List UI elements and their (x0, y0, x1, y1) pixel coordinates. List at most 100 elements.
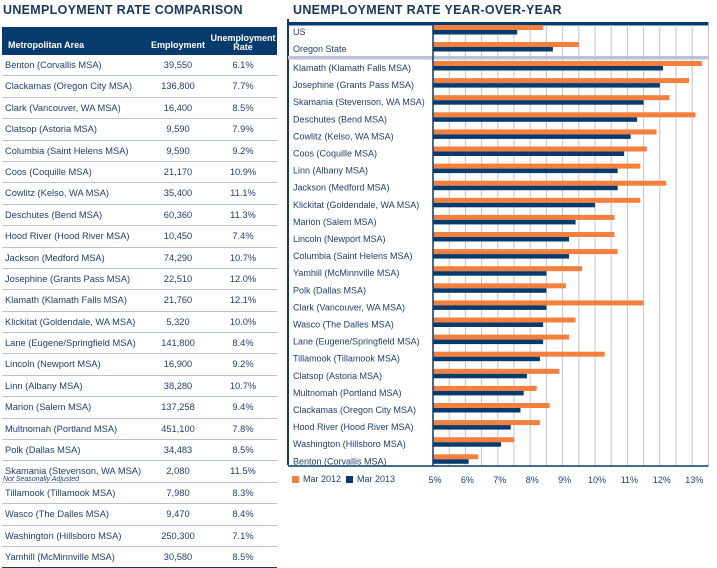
table-row: Yamhill (McMinnville MSA) 30,580 8.5% (2, 547, 277, 568)
area-cell: Lane (Eugene/Springfield MSA) (5, 338, 136, 349)
area-cell: Josephine (Grants Pass MSA) (5, 273, 131, 284)
table-row: Lincoln (Newport MSA) 16,900 9.2% (2, 354, 277, 376)
area-cell: Hood River (Hood River MSA) (5, 231, 130, 242)
header-unemployment-rate: Unemployment Rate (210, 33, 276, 52)
rate-cell: 8.4% (232, 509, 254, 520)
table-row: Polk (Dallas MSA) 34,483 8.5% (2, 440, 277, 462)
table-row: Washington (Hillsboro MSA) 250,300 7.1% (2, 526, 277, 547)
bar-mar-2012 (433, 368, 560, 374)
rate-cell: 7.4% (232, 231, 254, 242)
employment-cell: 5,320 (166, 316, 190, 327)
area-cell: Deschutes (Bend MSA) (5, 209, 103, 220)
bar-mar-2013 (433, 30, 518, 35)
table-row: Columbia (Saint Helens MSA) 9,590 9.2% (2, 141, 277, 162)
rate-cell: 9.2% (232, 359, 254, 370)
rate-cell: 10.7% (229, 252, 257, 263)
employment-cell: 39,550 (163, 60, 193, 70)
table-row: Jackson (Medford MSA) 74,290 10.7% (2, 248, 277, 269)
legend-swatch-mar-2013 (346, 475, 354, 483)
legend-label-mar-2012: Mar 2012 (303, 474, 342, 484)
bar-mar-2013 (433, 271, 547, 276)
bar-mar-2013 (433, 185, 618, 191)
employment-cell: 22,510 (163, 273, 193, 284)
employment-cell: 2,080 (166, 466, 190, 477)
category-label: Linn (Albany MSA) (293, 166, 368, 176)
year-over-year-bar-chart: US Oregon State Klamath (Klamath Falls MSA… (288, 22, 709, 485)
area-cell: Benton (Corvallis MSA) (5, 60, 102, 70)
rate-cell: 7.1% (232, 530, 254, 541)
bar-mar-2013 (433, 100, 644, 105)
x-tick-label: 6% (461, 475, 474, 485)
table-row: Klickitat (Goldendale, WA MSA) 5,320 10.0% (2, 312, 277, 334)
table-row: Clark (Vancouver, WA MSA) 16,400 8.5% (2, 98, 277, 120)
rate-cell: 11.3% (230, 209, 256, 220)
rate-cell: 8.5% (232, 445, 254, 456)
category-label: Polk (Dallas MSA) (293, 285, 366, 295)
employment-cell: 9,590 (166, 124, 190, 135)
employment-cell: 16,900 (163, 359, 193, 370)
bar-mar-2012 (433, 454, 479, 460)
bar-mar-2013 (433, 305, 547, 310)
bar-mar-2012 (433, 25, 544, 30)
area-cell: Clark (Vancouver, WA MSA) (5, 102, 121, 113)
bar-mar-2013 (433, 322, 544, 327)
table-row: Marion (Salem MSA) 137,258 9.4% (2, 397, 277, 419)
rate-cell: 7.9% (232, 124, 254, 135)
bar-mar-2013 (433, 442, 502, 447)
table-header: Metropolitan Area Employment Unemploymen… (2, 27, 277, 55)
rate-cell: 10.9% (229, 166, 257, 177)
area-cell: Washington (Hillsboro MSA) (5, 530, 122, 541)
area-cell: Columbia (Saint Helens MSA) (5, 145, 129, 156)
category-label: Wasco (The Dalles MSA) (293, 320, 394, 330)
employment-cell: 38,280 (163, 380, 193, 391)
x-tick-label: 9% (558, 475, 571, 485)
employment-cell: 21,170 (163, 166, 193, 177)
category-label: Marion (Salem MSA) (293, 217, 377, 227)
category-label: Clatsop (Astoria MSA) (293, 371, 382, 381)
category-label: Lane (Eugene/Springfield MSA) (293, 337, 420, 347)
table-row: Clackamas (Oregon City MSA) 136,800 7.7% (2, 76, 277, 98)
bar-mar-2012 (433, 283, 566, 289)
bar-mar-2013 (433, 83, 660, 88)
area-cell: Cowlitz (Kelso, WA MSA) (5, 188, 110, 199)
category-label: Multnomah (Portland MSA) (293, 388, 402, 398)
table-row: Skamania (Stevenson, WA MSA) 2,080 11.5% (2, 461, 277, 483)
area-cell: Coos (Coquille MSA) (5, 166, 92, 177)
table-row: Multnomah (Portland MSA) 451,100 7.8% (2, 419, 277, 441)
bar-mar-2012 (433, 42, 579, 47)
x-tick-label: 8% (526, 475, 539, 485)
bar-mar-2013 (433, 254, 570, 259)
bar-mar-2012 (433, 163, 641, 169)
bar-mar-2013 (433, 202, 595, 208)
header-employment: Employment (150, 40, 205, 50)
bar-mar-2013 (433, 47, 553, 52)
employment-cell: 21,760 (163, 295, 193, 306)
area-cell: Wasco (The Dalles MSA) (5, 509, 110, 520)
table-title: UNEMPLOYMENT RATE COMPARISON (3, 3, 243, 17)
x-tick-label: 10% (588, 475, 606, 485)
category-label: Yamhill (McMinnville MSA) (293, 268, 399, 278)
bar-mar-2013 (433, 373, 527, 379)
employment-cell: 7,980 (166, 487, 190, 498)
category-label: Tillamook (Tillamook MSA) (293, 354, 400, 364)
employment-cell: 137,258 (161, 402, 195, 413)
area-cell: Tillamook (Tillamook MSA) (5, 487, 116, 498)
category-label: US (293, 27, 306, 37)
category-label: Columbia (Saint Helens MSA) (293, 251, 413, 261)
table-row: Lane (Eugene/Springfield MSA) 141,800 8.4% (2, 333, 277, 355)
area-cell: Marion (Salem MSA) (5, 402, 92, 413)
bar-mar-2013 (433, 168, 618, 174)
rate-cell: 11.1% (230, 188, 256, 199)
table-row: Coos (Coquille MSA) 21,170 10.9% (2, 162, 277, 184)
rate-cell: 8.5% (232, 551, 254, 562)
employment-cell: 9,590 (166, 145, 190, 156)
bar-mar-2013 (433, 408, 521, 413)
table-row: Clatsop (Astoria MSA) 9,590 7.9% (2, 119, 277, 141)
rate-cell: 7.7% (232, 81, 254, 92)
category-label: Deschutes (Bend MSA) (293, 114, 387, 124)
group-separator (288, 56, 709, 60)
category-label: Hood River (Hood River MSA) (293, 422, 414, 432)
area-cell: Skamania (Stevenson, WA MSA) (5, 466, 142, 477)
bar-mar-2012 (433, 232, 615, 237)
rate-cell: 9.4% (232, 402, 254, 413)
